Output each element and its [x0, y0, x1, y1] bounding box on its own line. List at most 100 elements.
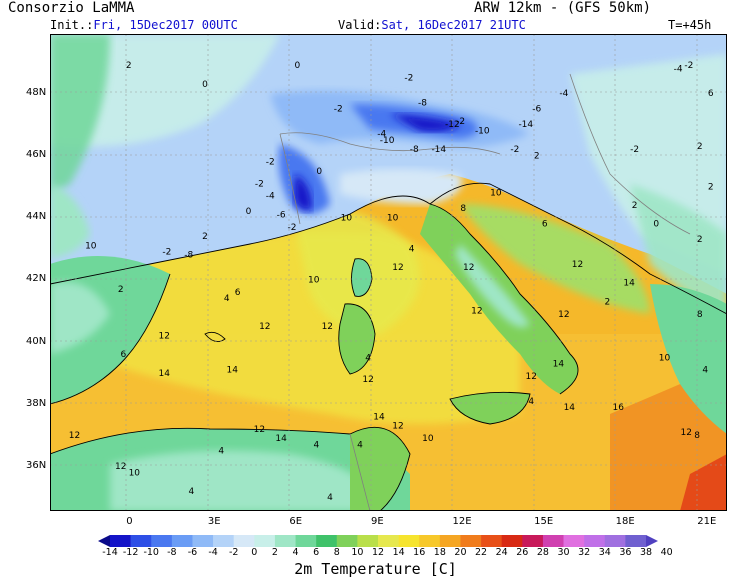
colorbar-cell	[213, 535, 234, 547]
colorbar-cell	[604, 535, 626, 547]
contour-label: 4	[218, 447, 224, 457]
colorbar-tick-label: 38	[639, 547, 653, 558]
adriatic-green	[460, 204, 650, 314]
colorbar-cell	[419, 535, 441, 547]
colorbar-title: 2m Temperature [C]	[294, 560, 457, 578]
contour-label: 12	[680, 428, 691, 438]
contour-label: 2	[697, 142, 703, 152]
contour-label: 4	[365, 353, 371, 363]
contour-label: 14	[564, 403, 576, 413]
colorbar-cell	[542, 535, 564, 547]
contour-label: 8	[460, 204, 466, 214]
contour-label: 12	[572, 260, 583, 270]
colorbar-tick-label: 16	[413, 547, 426, 558]
contour-label: 12	[471, 307, 482, 317]
contour-label: 8	[697, 310, 703, 320]
colorbar-cell	[98, 535, 110, 547]
colorbar-tick-label: -6	[187, 547, 198, 558]
latitude-label: 40N	[26, 335, 47, 347]
contour-label: 14	[623, 279, 635, 289]
longitude-label: 3E	[207, 516, 221, 527]
contour-label: -2	[456, 117, 465, 127]
contour-label: -4	[674, 64, 683, 74]
colorbar-cell	[171, 535, 193, 547]
contour-label: 12	[69, 431, 80, 441]
west-coast-green	[50, 184, 90, 259]
contour-label: 0	[202, 80, 208, 90]
longitude-label: 6E	[289, 516, 303, 527]
colorbar	[98, 535, 658, 547]
contour-label: 2	[632, 201, 638, 211]
apennines	[455, 244, 530, 328]
sardinia	[338, 303, 375, 374]
colorbar-tick-label: 30	[557, 547, 570, 558]
init-value: Fri, 15Dec2017 00UTC	[93, 18, 238, 32]
contour-label: 12	[392, 422, 403, 432]
colorbar-tick-label: 12	[371, 547, 385, 558]
contour-label: 6	[121, 350, 127, 360]
colorbar-cell	[563, 535, 585, 547]
contour-label: 4	[327, 493, 333, 503]
contour-label: -10	[380, 136, 395, 146]
contour-label: -6	[532, 105, 541, 115]
contour-label: 10	[129, 468, 141, 478]
colorbar-tick-label: 8	[333, 547, 340, 558]
colorbar-tick-label: -4	[208, 547, 218, 558]
contour-label: -2	[510, 145, 519, 155]
latitude-label: 42N	[26, 273, 47, 285]
atlantic-green	[50, 34, 110, 194]
contour-label: -10	[475, 126, 490, 136]
contour-label: 4	[314, 440, 320, 450]
tunisia	[350, 427, 410, 511]
contour-label: 12	[115, 462, 126, 472]
contour-label: 16	[612, 403, 624, 413]
contour-labels: 200-2-2-2-12-10-14-8-6-4-4-10-8 -14 -22-2-…	[69, 61, 714, 503]
contour-label: 12	[322, 322, 333, 332]
colorbar-cell	[110, 535, 131, 547]
borders	[279, 73, 691, 511]
colorbar-tick-label: 18	[433, 547, 446, 558]
contour-label: 2	[708, 182, 714, 192]
colorbar-tick-label: 34	[598, 547, 611, 558]
latitude-label: 46N	[26, 149, 47, 161]
atlas-cool	[110, 450, 380, 511]
po-valley	[340, 169, 462, 204]
colorbar-cell	[481, 535, 502, 547]
longitude-label: 9E	[370, 516, 384, 527]
contour-label: 6	[542, 220, 548, 230]
colorbar-cell	[522, 535, 544, 547]
colorbar-cell	[439, 535, 461, 547]
valid-time: Valid:Sat, 16Dec2017 21UTC	[338, 18, 526, 32]
contour-label: -2	[288, 223, 297, 233]
contour-label: 12	[158, 332, 169, 342]
colorbar-tick-label: 36	[619, 547, 632, 558]
contour-label: 0	[653, 220, 659, 230]
colorbar-cell	[316, 535, 338, 547]
contour-label: 12	[362, 375, 373, 385]
contour-label: 4	[409, 245, 415, 255]
contour-label: -2	[255, 179, 264, 189]
contour-label: -8	[418, 99, 427, 109]
colorbar-cell	[274, 535, 296, 547]
contour-label: 10	[341, 213, 353, 223]
colorbar-tick-label: -10	[143, 547, 159, 558]
contour-label: -4	[266, 192, 275, 202]
colorbar-cell	[254, 535, 276, 547]
colorbar-cell	[584, 535, 606, 547]
sea-hot-spot	[680, 454, 727, 511]
colorbar-cell	[646, 535, 658, 547]
contour-label: 12	[558, 310, 569, 320]
contour-label: 10	[387, 213, 399, 223]
colorbar-cell	[625, 535, 647, 547]
contour-label: -2	[334, 105, 343, 115]
contour-label: 2	[534, 151, 540, 161]
colorbar-tick-label: 6	[313, 547, 320, 558]
colorbar-tick-label: 22	[475, 547, 488, 558]
colorbar-tick-label: -14	[102, 547, 118, 558]
contour-label: 10	[490, 189, 502, 199]
contour-label: -12	[445, 120, 460, 130]
contour-label: 0	[295, 61, 301, 71]
contour-label: -4	[377, 130, 386, 140]
contour-label: 14	[553, 360, 565, 370]
contour-label: -8	[410, 145, 419, 155]
